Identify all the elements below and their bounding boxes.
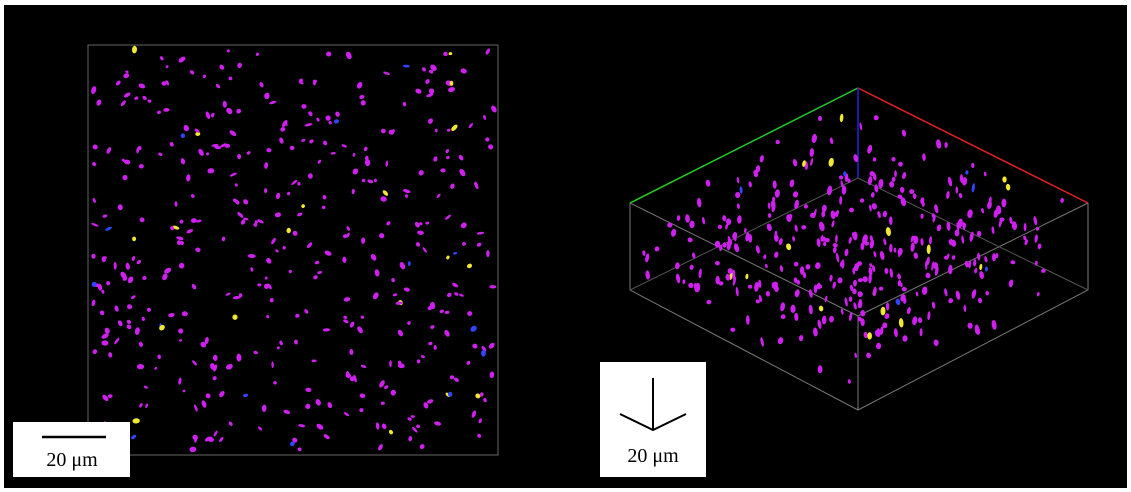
- background: [4, 5, 1127, 488]
- scale-label: 20 μm: [627, 445, 679, 467]
- particle: [853, 232, 857, 241]
- particle: [790, 305, 795, 313]
- particle: [434, 345, 437, 350]
- particle: [132, 237, 136, 242]
- particle: [956, 186, 959, 193]
- particle: [801, 225, 806, 229]
- particle: [137, 364, 144, 369]
- particle: [992, 253, 996, 261]
- scale-label: 20 μm: [46, 449, 98, 471]
- page: 20 μm 20 μm (() => { const data = JSON.p…: [0, 0, 1131, 492]
- particle: [486, 250, 489, 257]
- particle: [818, 365, 823, 373]
- particle: [853, 280, 857, 287]
- figure: 20 μm 20 μm: [0, 0, 1131, 492]
- scale-bar-box: 20 μm: [13, 422, 130, 477]
- axes-icon-box: 20 μm: [600, 362, 706, 477]
